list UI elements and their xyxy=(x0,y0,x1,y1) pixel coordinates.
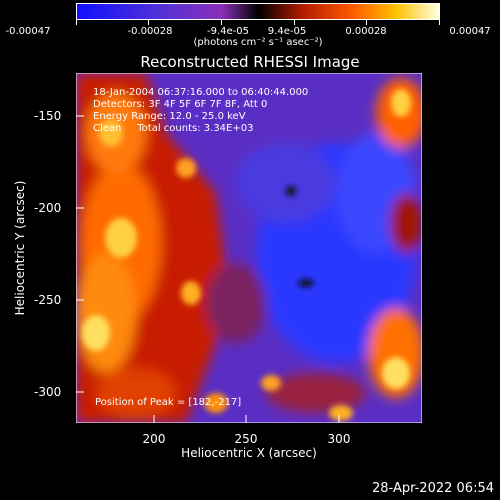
colorbar-tick xyxy=(366,20,367,25)
heatmap-hotspots xyxy=(82,89,411,421)
x-tick-label: 250 xyxy=(234,432,258,446)
colorbar-tick-label: -0.00028 xyxy=(127,26,173,37)
timestamp: 28-Apr-2022 06:54 xyxy=(372,481,494,496)
x-tick-label: 200 xyxy=(142,432,166,446)
colorbar-tick xyxy=(294,20,295,25)
colorbar-tick-label: 0.00028 xyxy=(345,26,387,37)
colorbar-tick-label: -9.4e-05 xyxy=(207,26,249,37)
chart-title: Reconstructed RHESSI Image xyxy=(140,53,360,71)
annotation-energy: Energy Range: 12.0 - 25.0 keV xyxy=(93,111,246,122)
y-tick-label: -250 xyxy=(34,293,62,307)
x-axis-label: Heliocentric X (arcsec) xyxy=(181,446,317,460)
colorbar-tick xyxy=(221,20,222,25)
heatmap-emission xyxy=(76,73,422,423)
y-tick-label: -300 xyxy=(34,385,62,399)
colorbar xyxy=(76,3,440,20)
colorbar-tick xyxy=(76,20,77,25)
y-tick-label: -200 xyxy=(34,201,62,215)
colorbar-tick-label: -0.00047 xyxy=(5,26,51,37)
heatmap-plot xyxy=(76,73,422,423)
x-tick-label: 300 xyxy=(327,432,351,446)
colorbar-tick-label: 0.00047 xyxy=(449,26,491,37)
y-axis-label: Heliocentric Y (arcsec) xyxy=(13,180,27,316)
colorbar-tick xyxy=(148,20,149,25)
y-tick-label: -150 xyxy=(34,109,62,123)
annotation-detectors: Detectors: 3F 4F 5F 6F 7F 8F, Att 0 xyxy=(93,99,268,110)
peak-position-label: Position of Peak = [182,-217] xyxy=(95,397,242,408)
colorbar-tick-label: 9.4e-05 xyxy=(267,26,307,37)
colorbar-tick xyxy=(439,20,440,25)
colorbar-unit: (photons cm⁻² s⁻¹ asec⁻²) xyxy=(193,37,323,48)
annotation-time: 18-Jan-2004 06:37:16.000 to 06:40:44.000 xyxy=(93,87,309,98)
annotation-counts: Clean Total counts: 3.34E+03 xyxy=(93,123,254,134)
